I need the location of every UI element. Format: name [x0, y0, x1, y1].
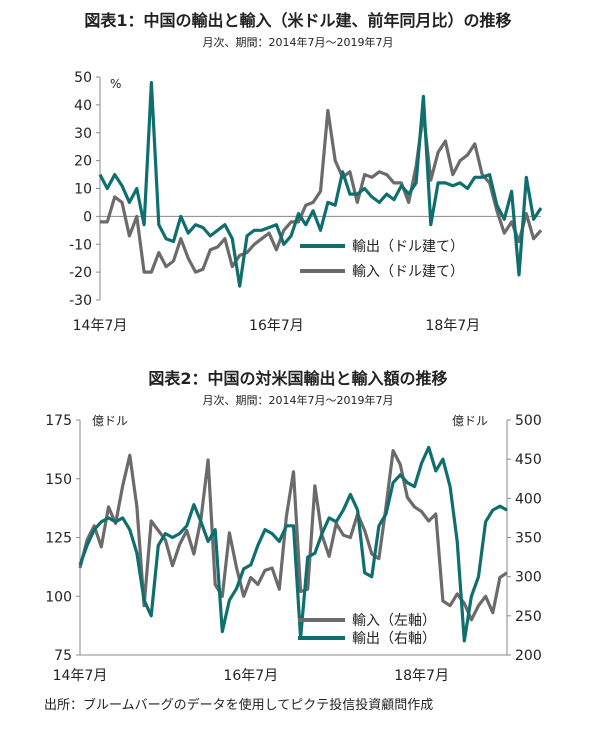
chart2-y-right-tick-label: 500	[515, 413, 542, 429]
chart1-y-tick-label: 50	[74, 70, 92, 86]
chart1-legend-export-label: 輸出（ドル建て）	[352, 239, 464, 255]
chart1-y-tick-label: -10	[69, 237, 92, 253]
chart2-x-tick-label: 16年7月	[223, 668, 278, 684]
chart1-import-line	[100, 108, 543, 274]
chart1-export-line	[98, 80, 543, 288]
chart2-y-left-tick-label: 150	[45, 472, 72, 488]
chart1-y-tick-label: 40	[74, 98, 92, 114]
chart1-y-tick-label: 30	[74, 126, 92, 142]
chart2-y-left-tick-label: 75	[54, 648, 72, 664]
chart1-legend-import-label: 輸入（ドル建て）	[352, 264, 464, 280]
chart2-y-right-tick-label: 250	[515, 609, 542, 625]
chart2-subtitle: 月次、期間：2014年7月～2019年7月	[203, 393, 394, 407]
chart2-axes: 175 150 125 100 75 500 450 400 350 300 250 200 14年7月…	[45, 413, 541, 684]
chart1-subtitle: 月次、期間：2014年7月～2019年7月	[203, 35, 394, 49]
source-note: 出所：ブルームバーグのデータを使用してピクテ投信投資顧問作成	[44, 697, 433, 713]
chart2-y-left-tick-label: 175	[45, 413, 72, 429]
chart1-legend: 輸出（ドル建て） 輸入（ドル建て）	[300, 239, 464, 280]
chart1-y-tick-label: 20	[74, 154, 92, 170]
chart1-y-tick-label: -30	[69, 293, 92, 309]
chart2-y-left-tick-label: 100	[45, 589, 72, 605]
chart1-group: 図表1：中国の輸出と輸入（米ドル建、前年同月比）の推移 月次、期間：2014年7…	[69, 11, 543, 334]
chart2-y-right-unit: 億ドル	[452, 414, 488, 428]
chart1-title: 図表1：中国の輸出と輸入（米ドル建、前年同月比）の推移	[84, 11, 511, 30]
chart2-y-right-tick-label: 450	[515, 452, 542, 468]
chart2-legend-export-label: 輸出（右軸）	[352, 631, 436, 647]
chart2-x-tick-label: 18年7月	[394, 668, 449, 684]
chart2-title: 図表2：中国の対米国輸出と輸入額の推移	[148, 369, 447, 388]
chart2-y-right-tick-label: 400	[515, 491, 542, 507]
chart1-y-tick-label: 10	[74, 182, 92, 198]
chart2-series	[78, 445, 508, 643]
chart1-axes: 50 40 30 20 10 0 -10 -20 -30 14年7月 16年7月 18年7月	[69, 70, 541, 334]
chart1-y-unit: %	[110, 77, 121, 91]
chart1-x-tick-label: 14年7月	[73, 318, 128, 334]
chart2-x-tick-label: 14年7月	[53, 668, 108, 684]
chart1-x-tick-label: 16年7月	[249, 318, 304, 334]
chart2-group: 図表2：中国の対米国輸出と輸入額の推移 月次、期間：2014年7月～2019年7…	[45, 369, 541, 684]
chart1-x-tick-label: 18年7月	[425, 318, 480, 334]
chart2-y-right-tick-label: 200	[515, 648, 542, 664]
chart2-y-left-tick-label: 125	[45, 531, 72, 547]
chart2-legend: 輸入（左軸） 輸出（右軸）	[298, 613, 436, 647]
chart1-series	[98, 80, 543, 288]
chart2-y-right-tick-label: 350	[515, 531, 542, 547]
chart2-import-line	[78, 449, 508, 622]
chart2-export-line	[78, 445, 508, 643]
chart2-legend-import-label: 輸入（左軸）	[352, 613, 436, 629]
chart1-y-tick-label: -20	[69, 265, 92, 281]
chart2-y-right-tick-label: 300	[515, 570, 542, 586]
chart1-y-tick-label: 0	[83, 209, 92, 225]
chart2-y-left-unit: 億ドル	[92, 414, 128, 428]
